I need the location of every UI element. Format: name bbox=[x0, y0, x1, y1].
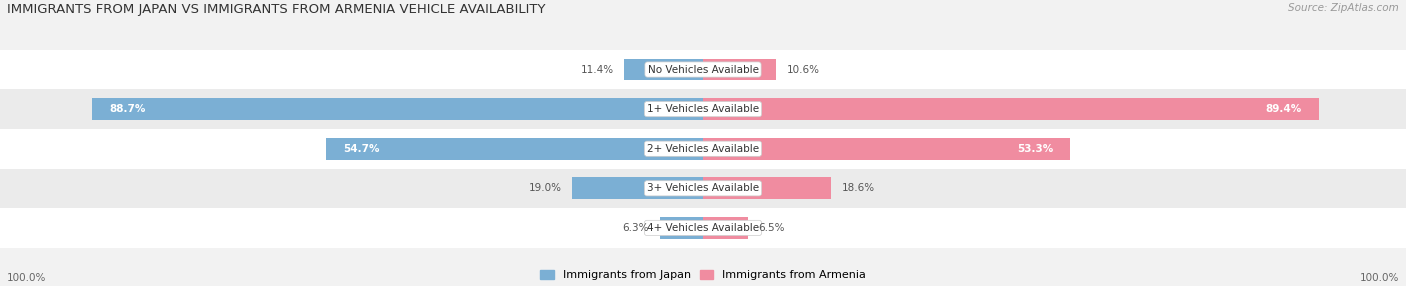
Text: 3+ Vehicles Available: 3+ Vehicles Available bbox=[647, 183, 759, 193]
Bar bbox=[703, 177, 831, 199]
Bar bbox=[703, 217, 748, 239]
Text: 10.6%: 10.6% bbox=[786, 65, 820, 75]
Bar bbox=[703, 59, 776, 80]
Text: No Vehicles Available: No Vehicles Available bbox=[648, 65, 758, 75]
Text: Source: ZipAtlas.com: Source: ZipAtlas.com bbox=[1288, 3, 1399, 13]
Bar bbox=[572, 177, 703, 199]
Bar bbox=[703, 138, 1070, 160]
Text: 1+ Vehicles Available: 1+ Vehicles Available bbox=[647, 104, 759, 114]
Text: 19.0%: 19.0% bbox=[529, 183, 562, 193]
Text: 88.7%: 88.7% bbox=[108, 104, 145, 114]
Text: 100.0%: 100.0% bbox=[7, 273, 46, 283]
Legend: Immigrants from Japan, Immigrants from Armenia: Immigrants from Japan, Immigrants from A… bbox=[540, 270, 866, 281]
Bar bbox=[0, 50, 1406, 89]
Text: 4+ Vehicles Available: 4+ Vehicles Available bbox=[647, 223, 759, 233]
Bar bbox=[326, 138, 703, 160]
Bar bbox=[624, 59, 703, 80]
Text: 6.5%: 6.5% bbox=[758, 223, 785, 233]
Text: 54.7%: 54.7% bbox=[343, 144, 380, 154]
Text: IMMIGRANTS FROM JAPAN VS IMMIGRANTS FROM ARMENIA VEHICLE AVAILABILITY: IMMIGRANTS FROM JAPAN VS IMMIGRANTS FROM… bbox=[7, 3, 546, 16]
Bar bbox=[0, 129, 1406, 168]
Bar bbox=[0, 89, 1406, 129]
Bar bbox=[0, 168, 1406, 208]
Bar bbox=[659, 217, 703, 239]
Bar bbox=[0, 208, 1406, 248]
Text: 89.4%: 89.4% bbox=[1265, 104, 1302, 114]
Bar bbox=[91, 98, 703, 120]
Text: 100.0%: 100.0% bbox=[1360, 273, 1399, 283]
Text: 6.3%: 6.3% bbox=[623, 223, 650, 233]
Text: 53.3%: 53.3% bbox=[1017, 144, 1053, 154]
Text: 11.4%: 11.4% bbox=[581, 65, 614, 75]
Text: 18.6%: 18.6% bbox=[842, 183, 875, 193]
Bar bbox=[703, 98, 1319, 120]
Text: 2+ Vehicles Available: 2+ Vehicles Available bbox=[647, 144, 759, 154]
